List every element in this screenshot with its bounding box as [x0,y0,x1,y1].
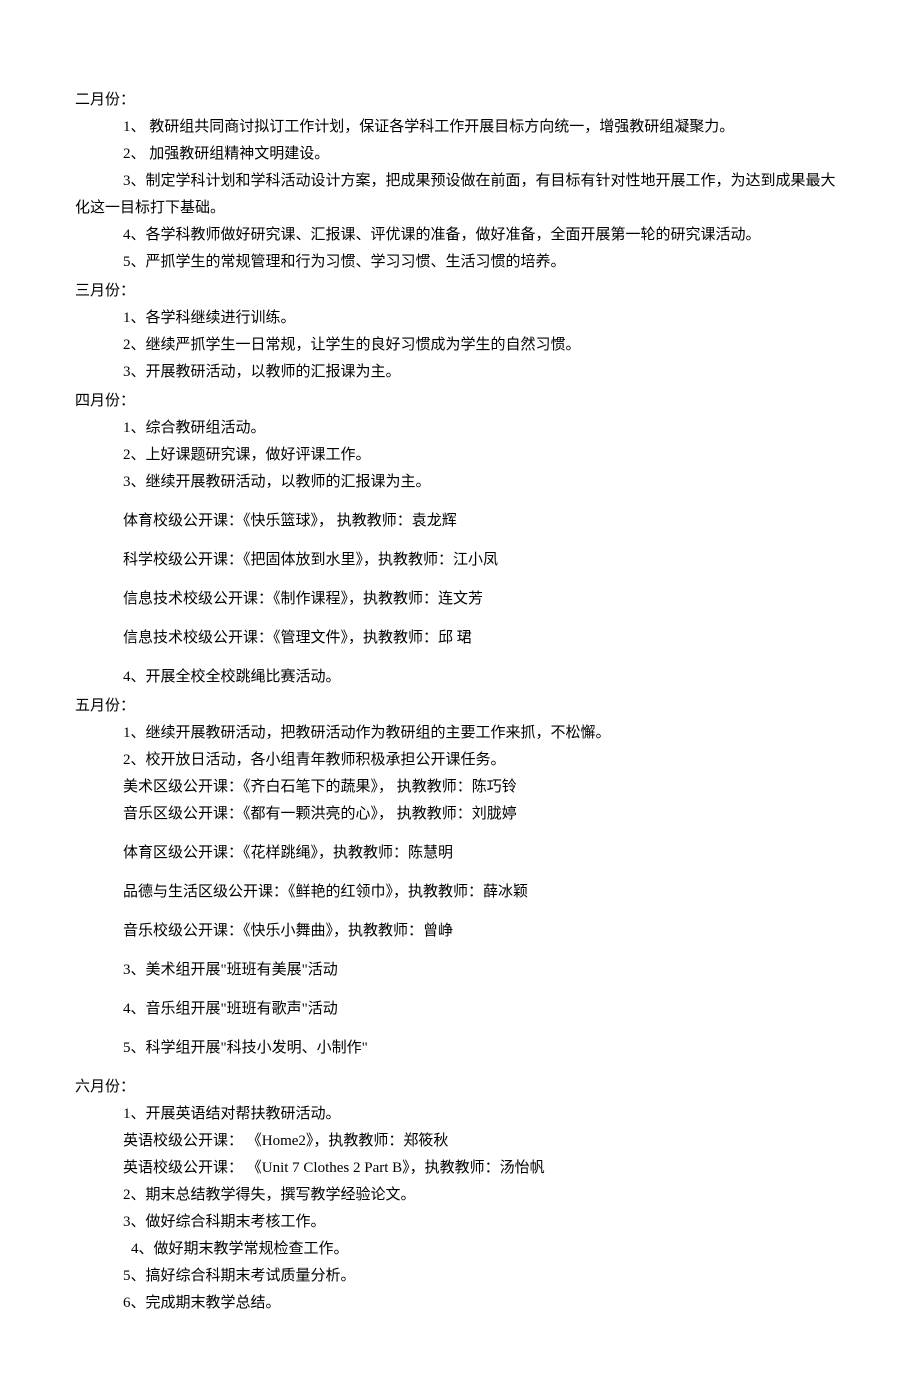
feb-item-5: 5、严抓学生的常规管理和行为习惯、学习习惯、生活习惯的培养。 [75,249,845,276]
february-header: 二月份： [75,87,845,114]
mar-item-3: 3、开展教研活动，以教师的汇报课为主。 [75,359,845,386]
mar-item-2: 2、继续严抓学生一日常规，让学生的良好习惯成为学生的自然习惯。 [75,332,845,359]
may-course-b3: 音乐校级公开课：《快乐小舞曲》，执教教师：曾峥 [75,918,845,945]
may-item-4: 4、音乐组开展"班班有歌声"活动 [75,996,845,1023]
jun-item-2: 2、期末总结教学得失，撰写教学经验论文。 [75,1182,845,1209]
jun-item-5: 5、搞好综合科期末考试质量分析。 [75,1263,845,1290]
feb-item-1: 1、 教研组共同商讨拟订工作计划，保证各学科工作开展目标方向统一，增强教研组凝聚… [75,114,845,141]
april-header: 四月份： [75,388,845,415]
feb-item-2: 2、 加强教研组精神文明建设。 [75,141,845,168]
march-header: 三月份： [75,278,845,305]
may-item-3: 3、美术组开展"班班有美展"活动 [75,957,845,984]
apr-course-2: 科学校级公开课：《把固体放到水里》，执教教师：江小凤 [75,547,845,574]
mar-item-1: 1、各学科继续进行训练。 [75,305,845,332]
may-header: 五月份： [75,693,845,720]
apr-item-1: 1、综合教研组活动。 [75,415,845,442]
may-item-1: 1、继续开展教研活动，把教研活动作为教研组的主要工作来抓，不松懈。 [75,720,845,747]
apr-course-4: 信息技术校级公开课：《管理文件》，执教教师：邱 珺 [75,625,845,652]
jun-course-2: 英语校级公开课： 《Unit 7 Clothes 2 Part B》，执教教师：… [75,1155,845,1182]
apr-item-2: 2、上好课题研究课，做好评课工作。 [75,442,845,469]
may-course-b2: 品德与生活区级公开课：《鲜艳的红领巾》，执教教师：薛冰颖 [75,879,845,906]
feb-item-3: 3、制定学科计划和学科活动设计方案，把成果预设做在前面，有目标有针对性地开展工作… [75,168,845,222]
apr-course-1: 体育校级公开课：《快乐篮球》， 执教教师：袁龙辉 [75,508,845,535]
may-course-b1: 体育区级公开课：《花样跳绳》，执教教师：陈慧明 [75,840,845,867]
may-item-2: 2、校开放日活动，各小组青年教师积极承担公开课任务。 [75,747,845,774]
apr-item-3: 3、继续开展教研活动，以教师的汇报课为主。 [75,469,845,496]
apr-course-3: 信息技术校级公开课：《制作课程》，执教教师：连文芳 [75,586,845,613]
jun-item-4: 4、做好期末教学常规检查工作。 [75,1236,845,1263]
may-item-5: 5、科学组开展"科技小发明、小制作" [75,1035,845,1062]
may-course-a1: 美术区级公开课：《齐白石笔下的蔬果》， 执教教师：陈巧铃 [75,774,845,801]
jun-item-3: 3、做好综合科期末考核工作。 [75,1209,845,1236]
jun-item-6: 6、完成期末教学总结。 [75,1290,845,1317]
apr-item-4: 4、开展全校全校跳绳比赛活动。 [75,664,845,691]
may-course-a2: 音乐区级公开课：《都有一颗洪亮的心》， 执教教师：刘胧婷 [75,801,845,828]
june-header: 六月份： [75,1074,845,1101]
jun-item-1: 1、开展英语结对帮扶教研活动。 [75,1101,845,1128]
feb-item-4: 4、各学科教师做好研究课、汇报课、评优课的准备，做好准备，全面开展第一轮的研究课… [75,222,845,249]
jun-course-1: 英语校级公开课： 《Home2》，执教教师：郑筱秋 [75,1128,845,1155]
